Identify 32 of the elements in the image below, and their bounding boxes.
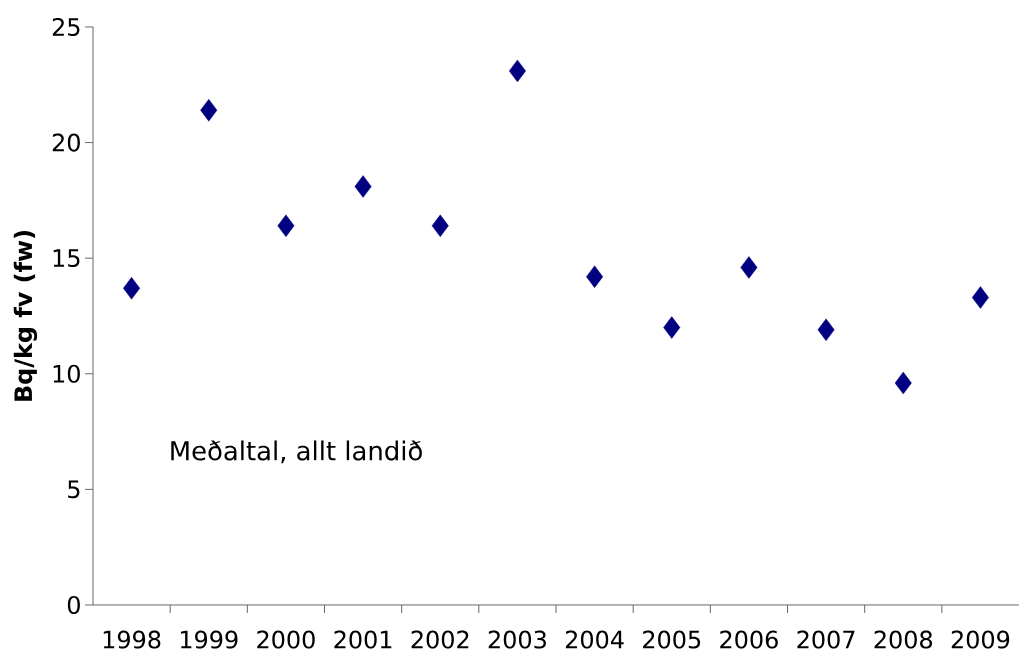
point [508, 59, 526, 83]
point [277, 214, 295, 238]
x-tick-label: 2006 [720, 630, 778, 649]
x-tick-label: 1999 [180, 630, 238, 649]
x-tick-label: 2007 [797, 630, 855, 649]
y-tick-label: 20 [52, 133, 80, 152]
x-tick-label: 2003 [488, 630, 546, 649]
x-tick-label: 2004 [565, 630, 624, 649]
annotation: Meðaltal, allt landið [171, 440, 422, 464]
point [894, 371, 912, 395]
x-tick-label: 2009 [951, 630, 1010, 649]
y-axis-title: Bq/kg fv (fw) [13, 231, 38, 401]
y-tick-label: 0 [67, 595, 80, 615]
x-tick-label: 2002 [411, 630, 469, 649]
x-tick-label: 2008 [874, 630, 933, 649]
point [817, 318, 835, 342]
point [354, 175, 372, 198]
y-tick-label: 5 [68, 480, 80, 499]
point [123, 277, 141, 300]
point [431, 214, 449, 238]
x-tick-label: 2001 [334, 630, 392, 649]
point [586, 265, 604, 288]
y-tick-label: 15 [53, 249, 80, 268]
x-tick-label: 2000 [257, 630, 315, 649]
point [740, 256, 758, 279]
x-tick-label: 1998 [103, 630, 161, 649]
point [200, 99, 218, 122]
x-tick-label: 2005 [643, 630, 701, 649]
y-tick-label: 25 [52, 17, 80, 37]
point [971, 286, 989, 309]
y-tick-label: 10 [53, 364, 80, 383]
point [663, 316, 681, 339]
